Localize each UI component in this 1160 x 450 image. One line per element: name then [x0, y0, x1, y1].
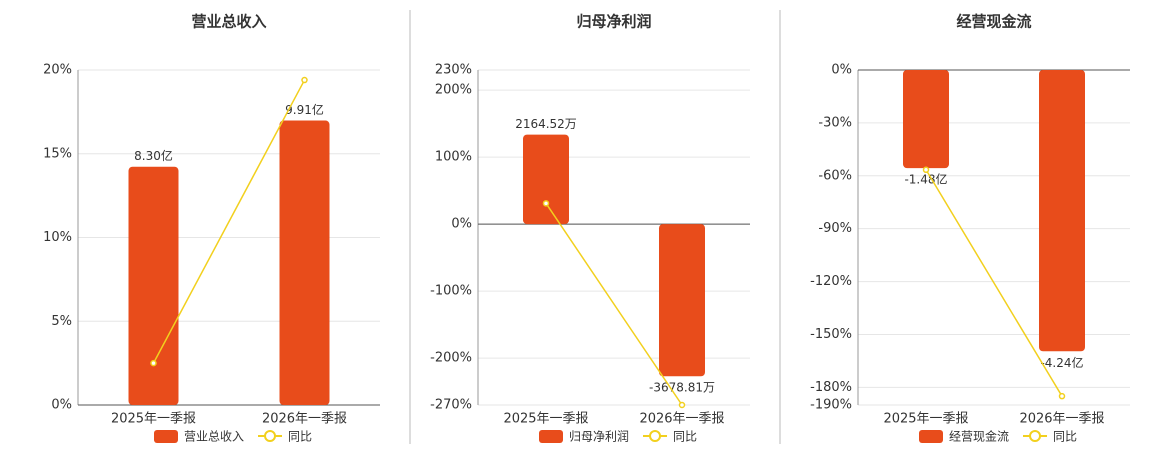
legend-label: 同比	[288, 430, 312, 444]
y-tick-label: -190%	[810, 398, 852, 413]
line	[545, 202, 683, 406]
chart-title: 经营现金流	[956, 13, 1031, 31]
line	[925, 169, 1063, 397]
y-tick-label: -30%	[818, 115, 852, 130]
x-tick-label: 2025年一季报	[111, 412, 196, 427]
legend-label: 经营现金流	[949, 429, 1009, 444]
y-tick-label: 10%	[43, 230, 72, 245]
y-tick-label: -90%	[818, 221, 852, 236]
legend-swatch	[264, 430, 277, 442]
data-label: 2164.52万	[515, 117, 577, 131]
y-tick-label: 0%	[451, 217, 472, 232]
data-label: -3678.81万	[649, 381, 715, 395]
data-label: 9.91亿	[285, 102, 324, 117]
y-tick-label: -100%	[430, 284, 472, 299]
y-tick-label: 100%	[435, 150, 472, 165]
line-point	[301, 76, 308, 84]
line-point	[150, 359, 157, 367]
y-tick-label: 230%	[435, 63, 472, 78]
line	[152, 79, 306, 364]
chart-title: 营业总收入	[191, 13, 266, 31]
legend-label: 同比	[1053, 430, 1077, 444]
legend-swatch	[539, 430, 563, 443]
data-label: -4.24亿	[1040, 355, 1083, 370]
legend-swatch	[919, 430, 943, 443]
y-tick-label: 5%	[51, 314, 72, 329]
legend-label: 同比	[673, 430, 697, 444]
bar	[279, 120, 330, 405]
x-tick-label: 2026年一季报	[1019, 412, 1104, 427]
y-tick-label: -200%	[430, 351, 472, 366]
x-tick-label: 2025年一季报	[883, 412, 968, 427]
y-tick-label: 15%	[43, 146, 72, 161]
legend-swatch	[1029, 430, 1042, 442]
legend-swatch	[154, 430, 178, 443]
line-point	[922, 166, 930, 174]
chart-title: 归母净利润	[576, 13, 651, 31]
data-label: -1.48亿	[904, 172, 947, 187]
bar	[1039, 70, 1085, 352]
line-point	[678, 401, 686, 409]
legend-label: 营业总收入	[184, 430, 244, 444]
y-tick-label: 0%	[51, 398, 72, 413]
legend-label: 归母净利润	[569, 430, 629, 444]
line-point	[1058, 392, 1066, 400]
bar	[903, 70, 949, 169]
y-tick-label: 0%	[831, 63, 852, 78]
bar	[128, 166, 179, 405]
y-tick-label: -270%	[430, 398, 472, 413]
legend-swatch	[649, 430, 662, 442]
data-label: 8.30亿	[134, 148, 173, 163]
bar	[523, 134, 569, 225]
y-tick-label: -120%	[810, 274, 852, 289]
y-tick-label: -60%	[818, 168, 852, 183]
y-tick-label: -150%	[810, 327, 852, 342]
x-tick-label: 2026年一季报	[262, 412, 347, 427]
y-tick-label: -180%	[810, 380, 852, 395]
x-tick-label: 2025年一季报	[503, 412, 588, 427]
x-tick-label: 2026年一季报	[639, 412, 724, 427]
bar	[659, 224, 705, 377]
y-tick-label: 200%	[435, 83, 472, 98]
line-point	[542, 200, 550, 207]
y-tick-label: 20%	[43, 63, 72, 78]
